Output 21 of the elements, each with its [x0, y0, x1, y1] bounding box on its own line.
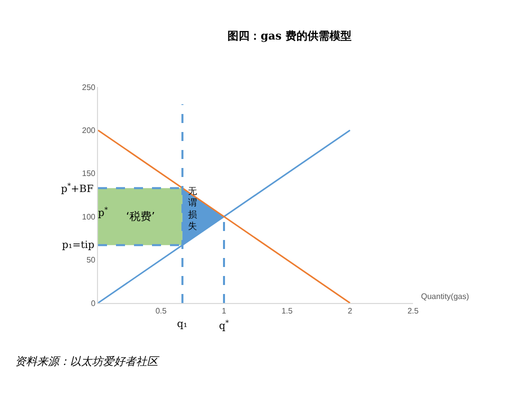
x-tick-label: 0.5	[155, 306, 168, 316]
y-tick-label: 100	[82, 212, 96, 222]
annotation: ‘税费’	[126, 210, 155, 223]
annotation: p$^{*}$	[98, 206, 108, 220]
chart-title: 图四：gas 费的供需模型	[228, 29, 352, 42]
x-tick-label: 2	[348, 306, 353, 316]
annotation: q$^{*}$	[219, 319, 230, 332]
y-tick-label: 0	[90, 298, 96, 308]
y-tick-label: 50	[86, 256, 96, 265]
y-tick-label: 150	[82, 169, 96, 178]
x-tick-label: 1.5	[281, 306, 294, 316]
annotation: p$^{*}$+BF	[61, 182, 94, 196]
x-tick-label: 1	[222, 306, 227, 316]
text: 资料来源：以太坊爱好者社区	[15, 355, 160, 368]
x-tick-label: 2.5	[407, 306, 420, 316]
annotation: q₁	[177, 319, 188, 330]
annotation: 无谓损失	[188, 187, 197, 232]
y-tick-label: 200	[82, 126, 96, 135]
y-tick-label: 250	[82, 82, 96, 92]
annotation: p₁=tip	[62, 240, 94, 251]
x-axis-title: Quantity(gas)	[421, 292, 470, 301]
